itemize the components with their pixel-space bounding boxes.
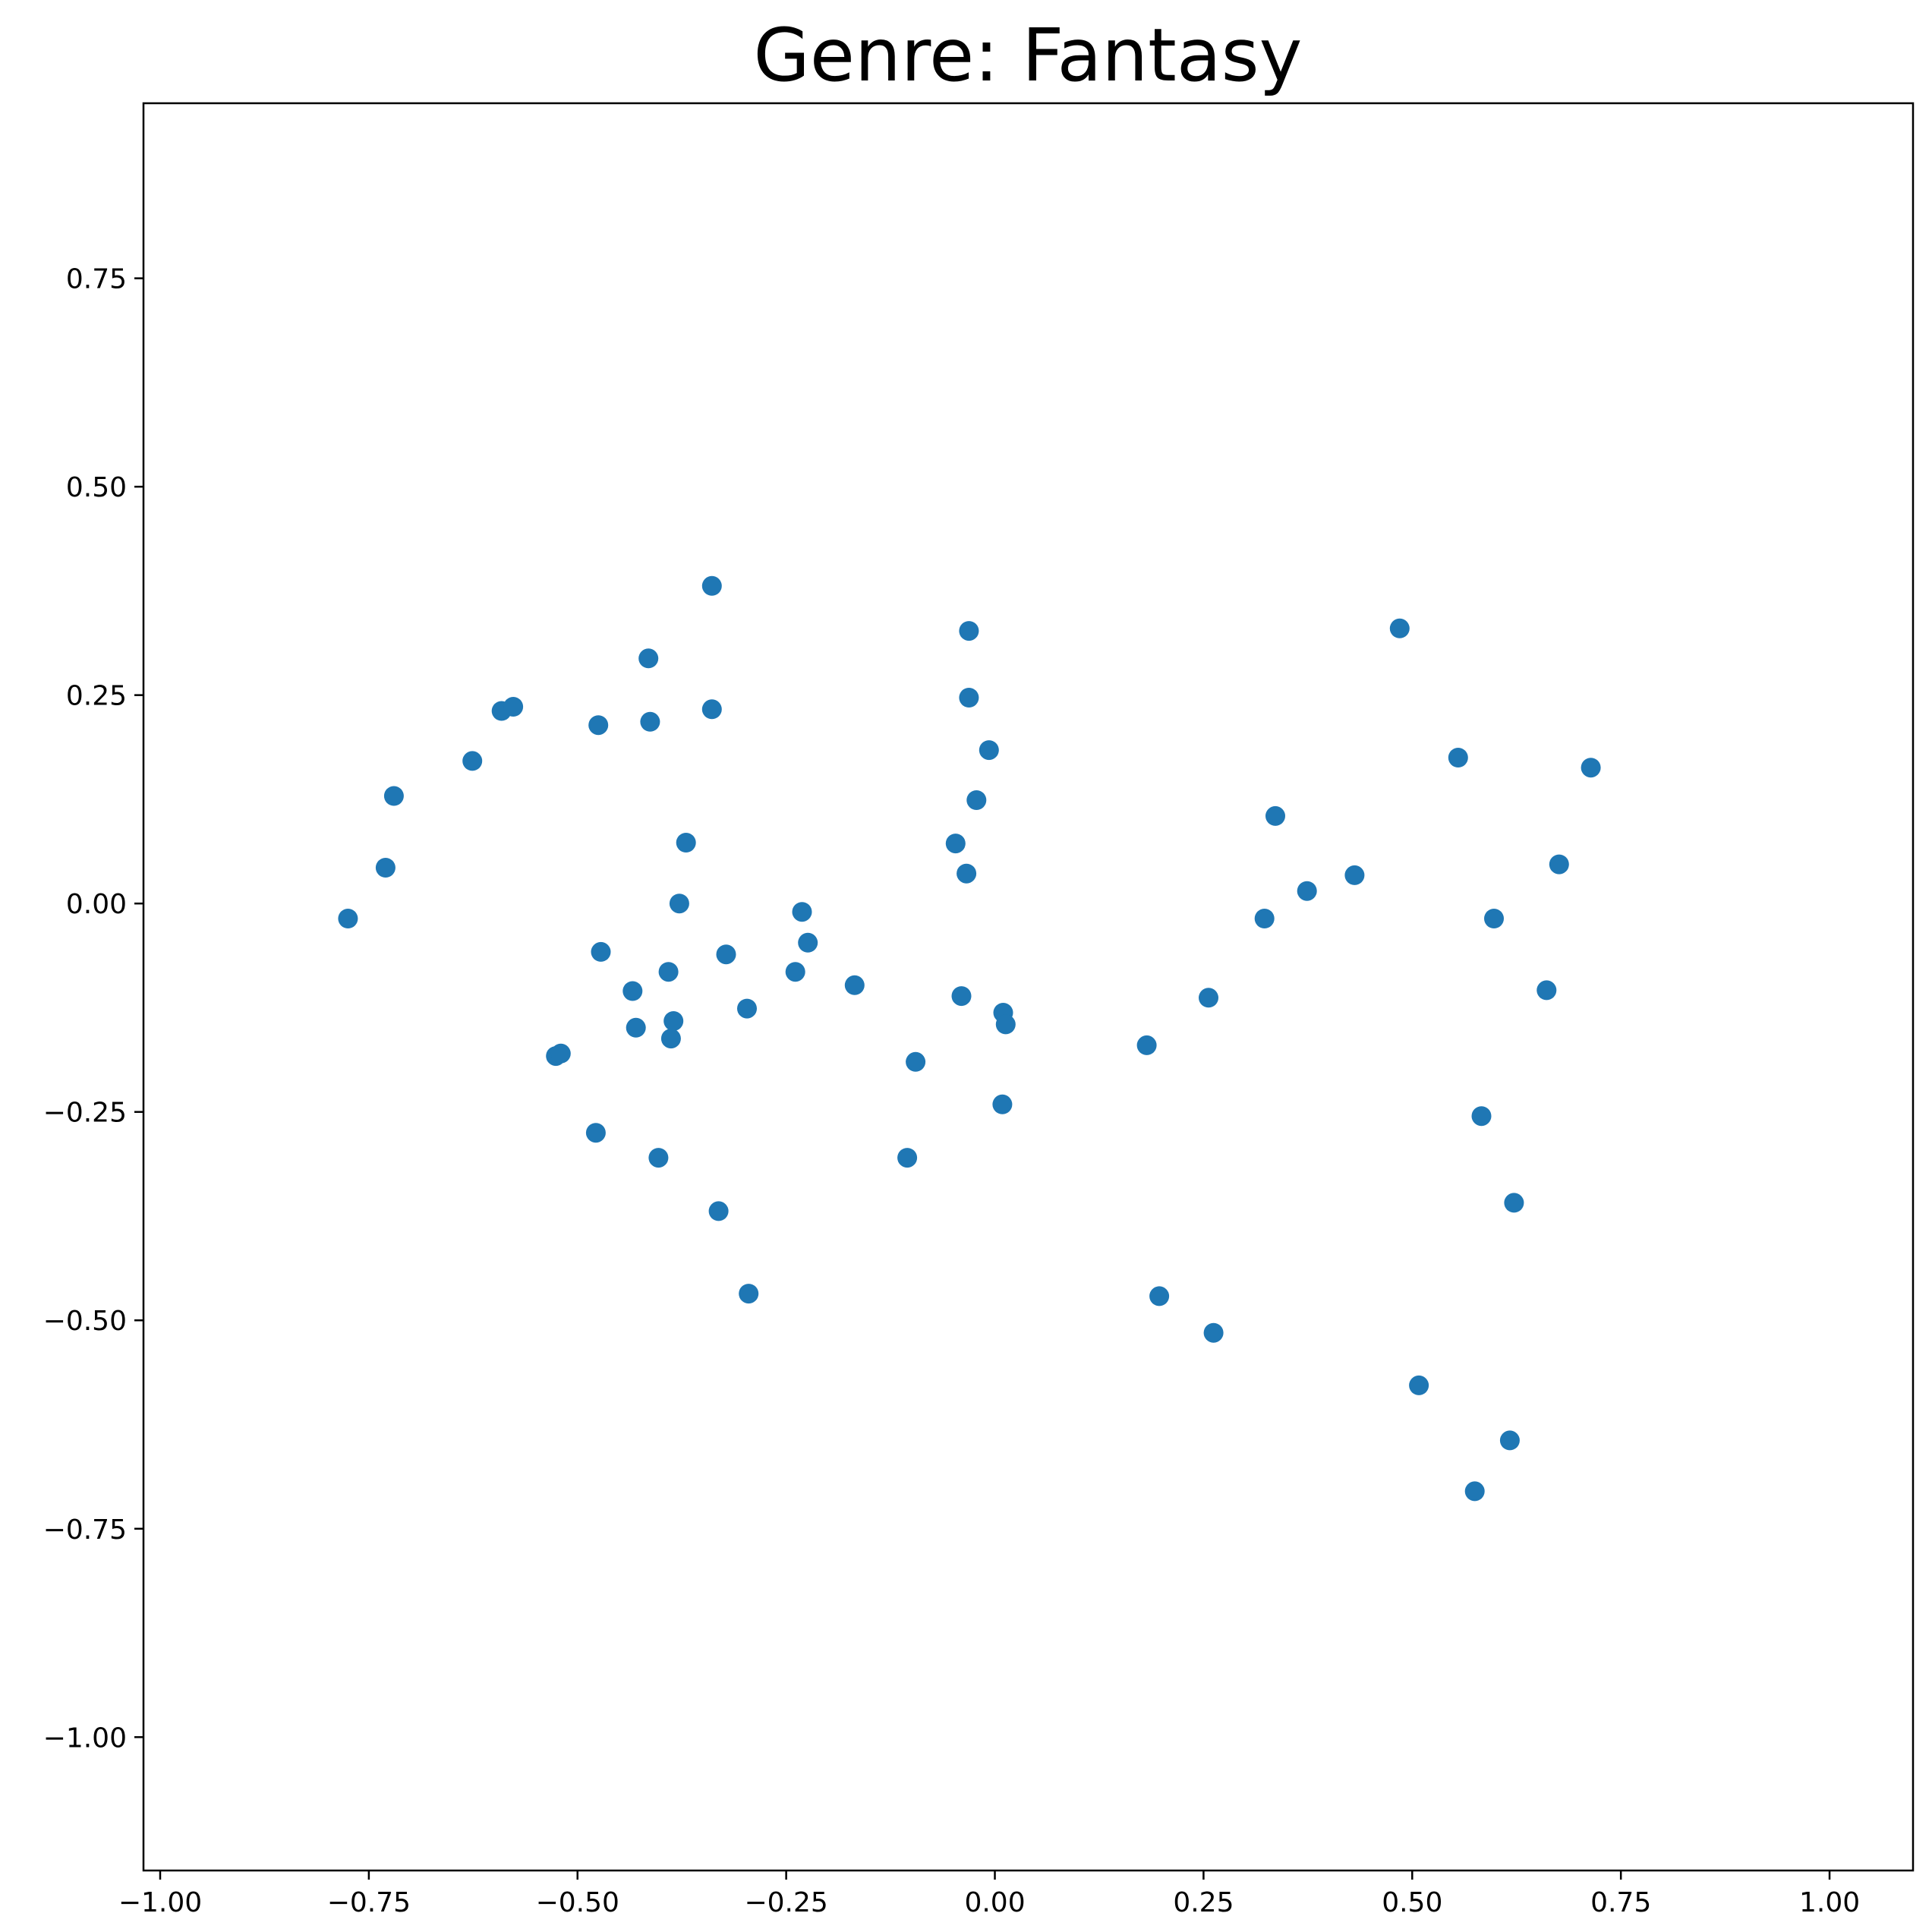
x-tick-label: −1.00 — [118, 1887, 202, 1918]
data-point — [992, 1094, 1013, 1114]
data-point — [785, 962, 805, 982]
data-point — [622, 981, 643, 1001]
data-point — [588, 715, 609, 736]
y-tick-label: −0.50 — [43, 1306, 127, 1337]
data-point — [737, 998, 757, 1019]
y-tick-label: −0.25 — [43, 1098, 127, 1129]
data-point — [1136, 1035, 1157, 1055]
x-tick-label: 0.50 — [1382, 1887, 1442, 1918]
data-point — [897, 1148, 918, 1168]
data-point — [383, 786, 404, 806]
y-tick-label: 0.25 — [66, 681, 127, 712]
y-tick-label: 0.75 — [66, 264, 127, 295]
data-point — [945, 834, 966, 854]
data-point — [906, 1051, 926, 1072]
data-point — [669, 894, 689, 914]
data-point — [708, 1201, 729, 1221]
data-point — [951, 986, 972, 1007]
data-point — [585, 1123, 606, 1143]
data-point — [1499, 1430, 1520, 1451]
data-point — [591, 941, 611, 962]
data-point — [739, 1284, 759, 1304]
x-tick-label: 1.00 — [1799, 1887, 1860, 1918]
x-tick-label: −0.25 — [744, 1887, 827, 1918]
data-point — [640, 711, 660, 732]
data-point — [1199, 988, 1218, 1008]
data-point — [979, 740, 999, 761]
data-point — [663, 1011, 684, 1031]
data-point — [1471, 1106, 1492, 1127]
data-point — [1344, 865, 1365, 885]
data-point — [1484, 909, 1504, 928]
data-point — [1581, 758, 1601, 778]
data-point — [658, 962, 679, 982]
data-point — [1464, 1481, 1485, 1502]
plot-frame — [142, 102, 1915, 1872]
data-point — [660, 1029, 681, 1049]
x-tick-label: −0.50 — [536, 1887, 619, 1918]
data-point — [1265, 805, 1285, 826]
data-point — [957, 863, 977, 884]
data-point — [1536, 980, 1557, 1001]
data-point — [1203, 1322, 1224, 1343]
x-axis: −1.00 −0.75 −0.50 −0.25 0.00 0.25 0.50 0.75 1.00 — [118, 1871, 1860, 1918]
data-point — [638, 648, 659, 669]
y-tick-label: −1.00 — [43, 1722, 127, 1754]
data-point — [626, 1017, 646, 1038]
data-point — [792, 902, 812, 922]
y-tick-label: 0.50 — [66, 472, 127, 503]
data-point — [1297, 881, 1317, 901]
data-point — [844, 975, 865, 995]
data-point — [503, 697, 524, 717]
y-axis: 0.75 0.50 0.25 0.00 −0.25 −0.50 −0.75 −1.00 — [43, 264, 143, 1754]
data-point — [701, 575, 722, 596]
x-tick-label: 0.00 — [964, 1887, 1025, 1918]
data-point — [1254, 909, 1275, 928]
data-point — [701, 699, 722, 720]
data-point — [1504, 1193, 1524, 1213]
y-tick-label: −0.75 — [43, 1514, 127, 1546]
data-point — [1409, 1375, 1429, 1395]
x-tick-label: 0.75 — [1590, 1887, 1651, 1918]
data-point — [959, 621, 979, 641]
data-point — [338, 909, 358, 928]
data-point — [1389, 618, 1410, 638]
data-point — [676, 833, 696, 853]
data-point — [550, 1043, 571, 1064]
y-tick-label: 0.00 — [66, 889, 127, 920]
data-point — [966, 790, 987, 810]
data-point — [716, 944, 736, 965]
data-point — [375, 858, 396, 878]
x-tick-label: −0.75 — [327, 1887, 411, 1918]
data-point — [995, 1014, 1016, 1035]
data-point — [1149, 1286, 1170, 1306]
data-point — [1549, 854, 1569, 875]
data-point — [959, 688, 979, 708]
data-point — [462, 751, 483, 771]
chart-title: Genre: Fantasy — [754, 13, 1303, 98]
points-layer — [338, 575, 1601, 1502]
data-point — [648, 1148, 669, 1168]
data-point — [1448, 748, 1468, 767]
x-tick-label: 0.25 — [1173, 1887, 1234, 1918]
data-point — [798, 932, 818, 953]
